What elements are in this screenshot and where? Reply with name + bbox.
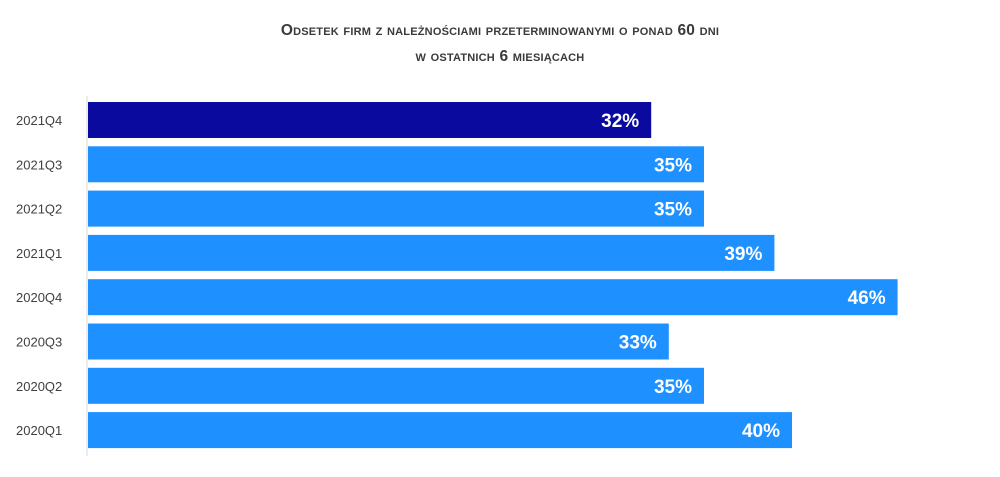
category-label: 2021Q1 [16, 246, 62, 261]
chart-subtitle: w ostatnich 6 miesiącach [415, 48, 585, 65]
bar [88, 102, 652, 138]
value-label: 35% [654, 377, 692, 398]
value-label: 32% [601, 111, 639, 132]
bar [88, 279, 898, 316]
axis-layer: 2021Q4 2021Q3 2021Q2 2021Q1 2020Q4 2020Q3 2020… [16, 96, 88, 457]
value-label: 35% [654, 155, 692, 176]
chart-title-block: Odsetek firm z należnościami przetermino… [0, 18, 1000, 70]
chart-title: Odsetek firm z należnościami przetermino… [280, 22, 720, 39]
category-label: 2020Q4 [16, 290, 62, 305]
bar [88, 367, 704, 404]
value-label: 35% [654, 200, 692, 221]
value-label: 33% [619, 333, 657, 354]
category-label: 2020Q1 [16, 423, 62, 438]
category-label: 2021Q2 [16, 202, 62, 217]
category-label: 2020Q3 [16, 335, 62, 350]
value-label: 40% [742, 421, 780, 442]
category-label: 2020Q2 [16, 379, 62, 394]
bar [88, 412, 792, 449]
bars-layer: 32% 35% 35% 39% 46% 33% 35% 40% [88, 102, 898, 449]
category-label: 2021Q3 [16, 157, 62, 172]
bar [88, 190, 704, 227]
value-label: 39% [724, 244, 762, 265]
value-label: 46% [848, 288, 886, 309]
category-label: 2021Q4 [16, 113, 62, 128]
bar [88, 146, 704, 183]
bar [88, 323, 669, 360]
bar [88, 234, 775, 271]
